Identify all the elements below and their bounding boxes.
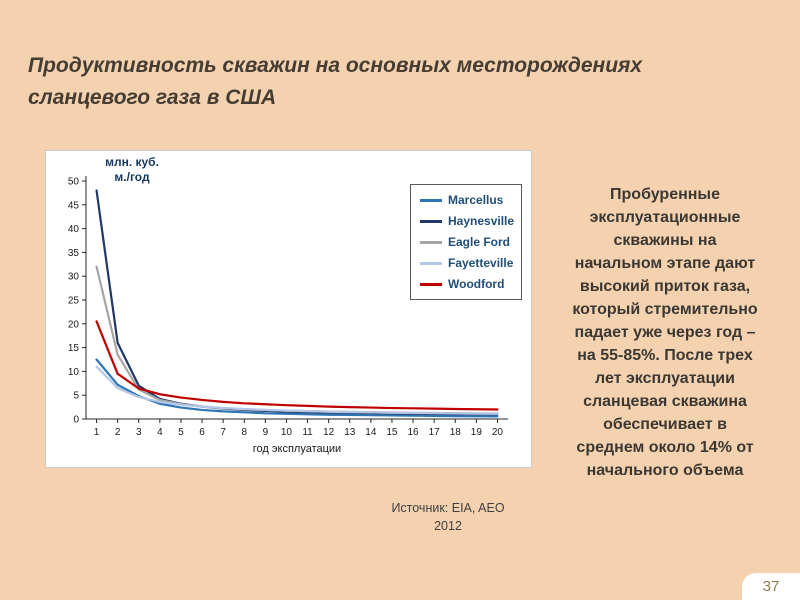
chart-y-axis-label: млн. куб. м./год xyxy=(105,155,159,184)
commentary-text: Пробуренные эксплуатационные скважины на… xyxy=(572,186,758,479)
svg-text:35: 35 xyxy=(68,248,80,259)
svg-text:10: 10 xyxy=(68,367,80,378)
legend-label: Fayetteville xyxy=(448,256,514,270)
series-line-marcellus xyxy=(95,358,499,418)
legend-line-swatch xyxy=(420,219,442,223)
series-line-fayetteville xyxy=(95,365,499,415)
svg-text:2: 2 xyxy=(115,427,121,438)
legend-item: Fayetteville xyxy=(420,256,514,270)
svg-text:15: 15 xyxy=(386,427,398,438)
legend-item: Marcellus xyxy=(420,193,512,207)
legend-label: Haynesville xyxy=(448,214,515,228)
svg-text:20: 20 xyxy=(492,427,504,438)
svg-text:18: 18 xyxy=(450,427,462,438)
svg-text:16: 16 xyxy=(407,427,419,438)
legend-label: Eagle Ford xyxy=(448,235,511,249)
legend-item: Woodford xyxy=(420,277,512,291)
chart-panel: 0 5 10 15 20 25 30 35 40 45 50 1 2 3 4 5 6 7 8 9 10 11 12 13 14 1… xyxy=(45,150,532,468)
page-number: 37 xyxy=(762,578,780,595)
svg-text:6: 6 xyxy=(199,427,205,438)
svg-text:4: 4 xyxy=(157,427,163,438)
svg-text:8: 8 xyxy=(241,427,247,438)
svg-text:1: 1 xyxy=(94,427,100,438)
svg-text:0: 0 xyxy=(73,415,79,426)
svg-text:5: 5 xyxy=(178,427,184,438)
svg-text:10: 10 xyxy=(281,427,293,438)
legend-item: Eagle Ford xyxy=(420,235,512,249)
source-note: Источник: EIA, AEO 2012 xyxy=(391,501,505,533)
svg-text:5: 5 xyxy=(73,391,79,402)
svg-text:15: 15 xyxy=(68,343,80,354)
legend-item: Haynesville xyxy=(420,214,515,228)
chart-legend: Marcellus Haynesville Eagle Ford Fayettevil… xyxy=(410,184,522,300)
svg-text:14: 14 xyxy=(365,427,377,438)
legend-label: Woodford xyxy=(448,277,505,291)
legend-line-swatch xyxy=(420,282,442,286)
svg-text:17: 17 xyxy=(429,427,441,438)
svg-text:50: 50 xyxy=(68,177,80,188)
chart-x-axis-label: год эксплуатации xyxy=(253,443,341,455)
legend-line-swatch xyxy=(420,240,442,244)
svg-text:30: 30 xyxy=(68,272,80,283)
svg-text:19: 19 xyxy=(471,427,483,438)
svg-text:12: 12 xyxy=(323,427,335,438)
legend-line-swatch xyxy=(420,198,442,202)
legend-label: Marcellus xyxy=(448,193,504,207)
svg-text:11: 11 xyxy=(302,427,313,438)
svg-text:13: 13 xyxy=(344,427,356,438)
svg-text:40: 40 xyxy=(68,224,80,235)
svg-text:3: 3 xyxy=(136,427,142,438)
svg-text:25: 25 xyxy=(68,296,80,307)
svg-text:45: 45 xyxy=(68,200,80,211)
page-number-badge: 37 xyxy=(742,573,800,600)
svg-text:20: 20 xyxy=(68,319,80,330)
svg-text:9: 9 xyxy=(263,427,269,438)
legend-line-swatch xyxy=(420,261,442,265)
slide-title: Продуктивность скважин на основных место… xyxy=(28,54,643,109)
series-line-woodford xyxy=(95,320,499,411)
svg-text:7: 7 xyxy=(220,427,226,438)
